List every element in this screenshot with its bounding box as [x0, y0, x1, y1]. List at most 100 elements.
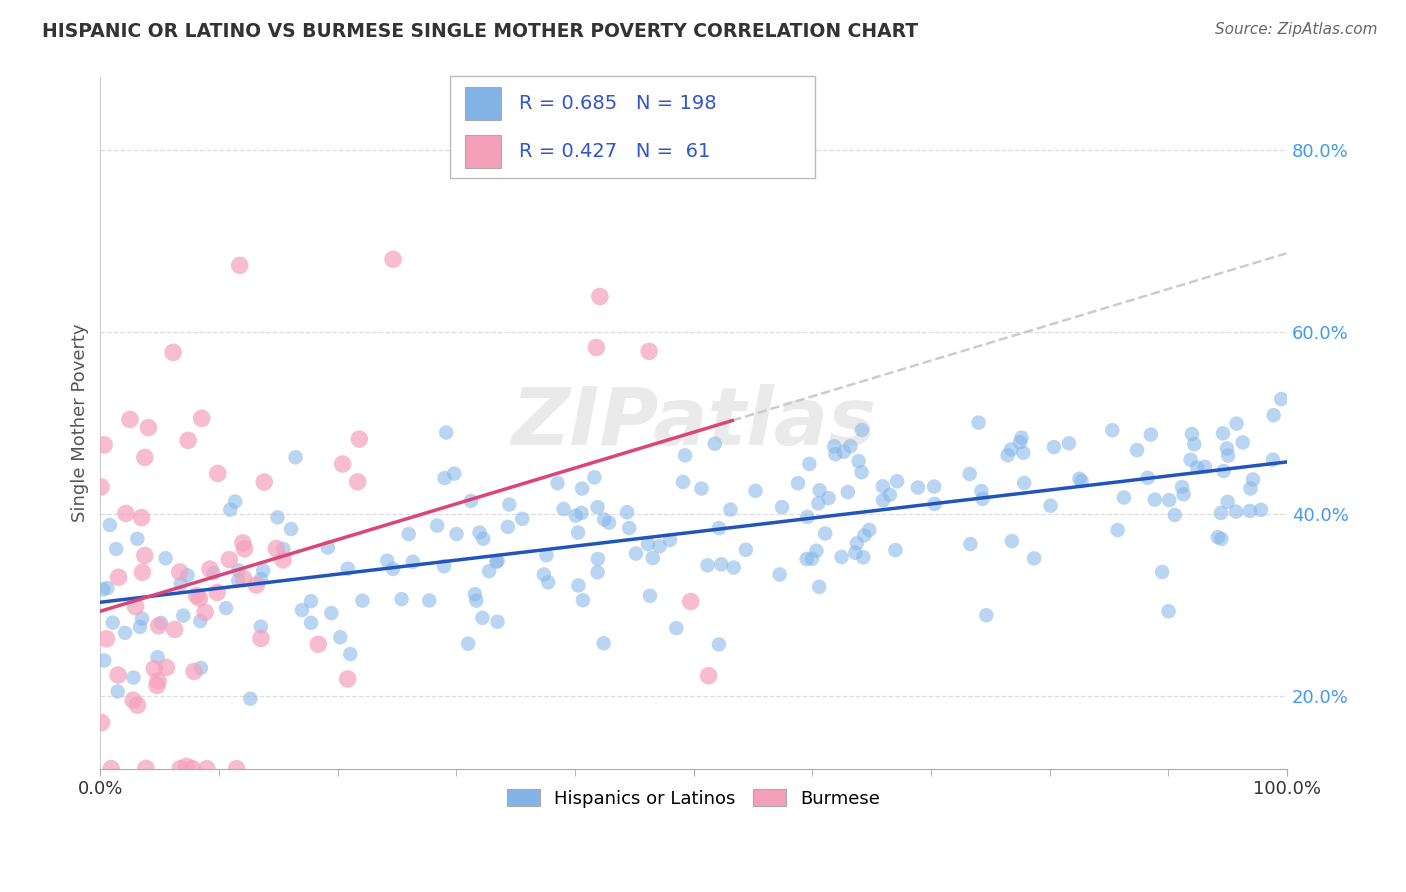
Point	[118, 412, 141, 426]
Point	[464, 587, 486, 601]
Point	[673, 448, 696, 462]
Point	[496, 520, 519, 534]
Point	[592, 636, 614, 650]
Point	[1001, 534, 1024, 549]
Point	[707, 521, 730, 535]
Point	[446, 527, 468, 541]
Point	[1270, 392, 1292, 406]
Point	[249, 620, 271, 634]
Point	[181, 762, 204, 776]
Point	[100, 762, 122, 776]
Point	[572, 593, 595, 607]
Point	[1225, 505, 1247, 519]
Point	[478, 564, 501, 578]
Point	[1140, 427, 1163, 442]
Point	[1012, 475, 1035, 490]
Point	[831, 549, 853, 564]
Point	[264, 541, 287, 556]
Point	[349, 432, 371, 446]
Point	[195, 762, 218, 776]
Point	[1216, 494, 1239, 508]
Point	[183, 665, 205, 679]
FancyBboxPatch shape	[464, 87, 501, 120]
Point	[226, 574, 249, 588]
Point	[382, 252, 405, 267]
Point	[665, 621, 688, 635]
Point	[817, 491, 839, 505]
Point	[253, 475, 276, 489]
Point	[1194, 459, 1216, 474]
Point	[280, 522, 302, 536]
Point	[433, 471, 456, 485]
Point	[339, 647, 361, 661]
Point	[177, 434, 200, 448]
Point	[637, 537, 659, 551]
Point	[697, 669, 720, 683]
Point	[734, 542, 756, 557]
Y-axis label: Single Mother Poverty: Single Mother Poverty	[72, 324, 89, 523]
Point	[571, 482, 593, 496]
Point	[851, 423, 873, 437]
Point	[1043, 440, 1066, 454]
Point	[138, 420, 160, 434]
Point	[924, 497, 946, 511]
Point	[472, 532, 495, 546]
Text: ZIPatlas: ZIPatlas	[512, 384, 876, 462]
Point	[202, 566, 225, 581]
Point	[336, 672, 359, 686]
Point	[1239, 482, 1261, 496]
Point	[486, 554, 509, 568]
Point	[239, 691, 262, 706]
Point	[1263, 409, 1285, 423]
Point	[172, 608, 194, 623]
Point	[907, 481, 929, 495]
Point	[93, 654, 115, 668]
Point	[266, 510, 288, 524]
Point	[872, 493, 894, 508]
Point	[498, 498, 520, 512]
Point	[215, 601, 238, 615]
Point	[796, 510, 818, 524]
Point	[271, 541, 294, 556]
Point	[1057, 436, 1080, 450]
Point	[845, 536, 868, 550]
Point	[352, 593, 374, 607]
Point	[329, 630, 352, 644]
Point	[284, 450, 307, 465]
Point	[131, 510, 153, 524]
Point	[135, 761, 157, 775]
Point	[155, 660, 177, 674]
Point	[98, 518, 121, 533]
Point	[146, 673, 169, 688]
Point	[233, 541, 256, 556]
Point	[567, 578, 589, 592]
Point	[336, 562, 359, 576]
Point	[1101, 423, 1123, 437]
Point	[1157, 604, 1180, 618]
Point	[1187, 460, 1209, 475]
Point	[844, 546, 866, 560]
Point	[162, 345, 184, 359]
Point	[434, 425, 457, 440]
Point	[190, 661, 212, 675]
Point	[1225, 417, 1247, 431]
Point	[346, 475, 368, 489]
Point	[96, 581, 118, 595]
Point	[884, 543, 907, 558]
Point	[105, 541, 128, 556]
Point	[1069, 472, 1091, 486]
Point	[225, 762, 247, 776]
Point	[1181, 427, 1204, 442]
Point	[1209, 506, 1232, 520]
Point	[96, 632, 118, 646]
Point	[1012, 446, 1035, 460]
Point	[1232, 435, 1254, 450]
Point	[1212, 426, 1234, 441]
Point	[398, 527, 420, 541]
Point	[586, 500, 609, 515]
Point	[1211, 532, 1233, 546]
Point	[375, 554, 398, 568]
Point	[616, 505, 638, 519]
Point	[176, 759, 198, 773]
Point	[1107, 523, 1129, 537]
